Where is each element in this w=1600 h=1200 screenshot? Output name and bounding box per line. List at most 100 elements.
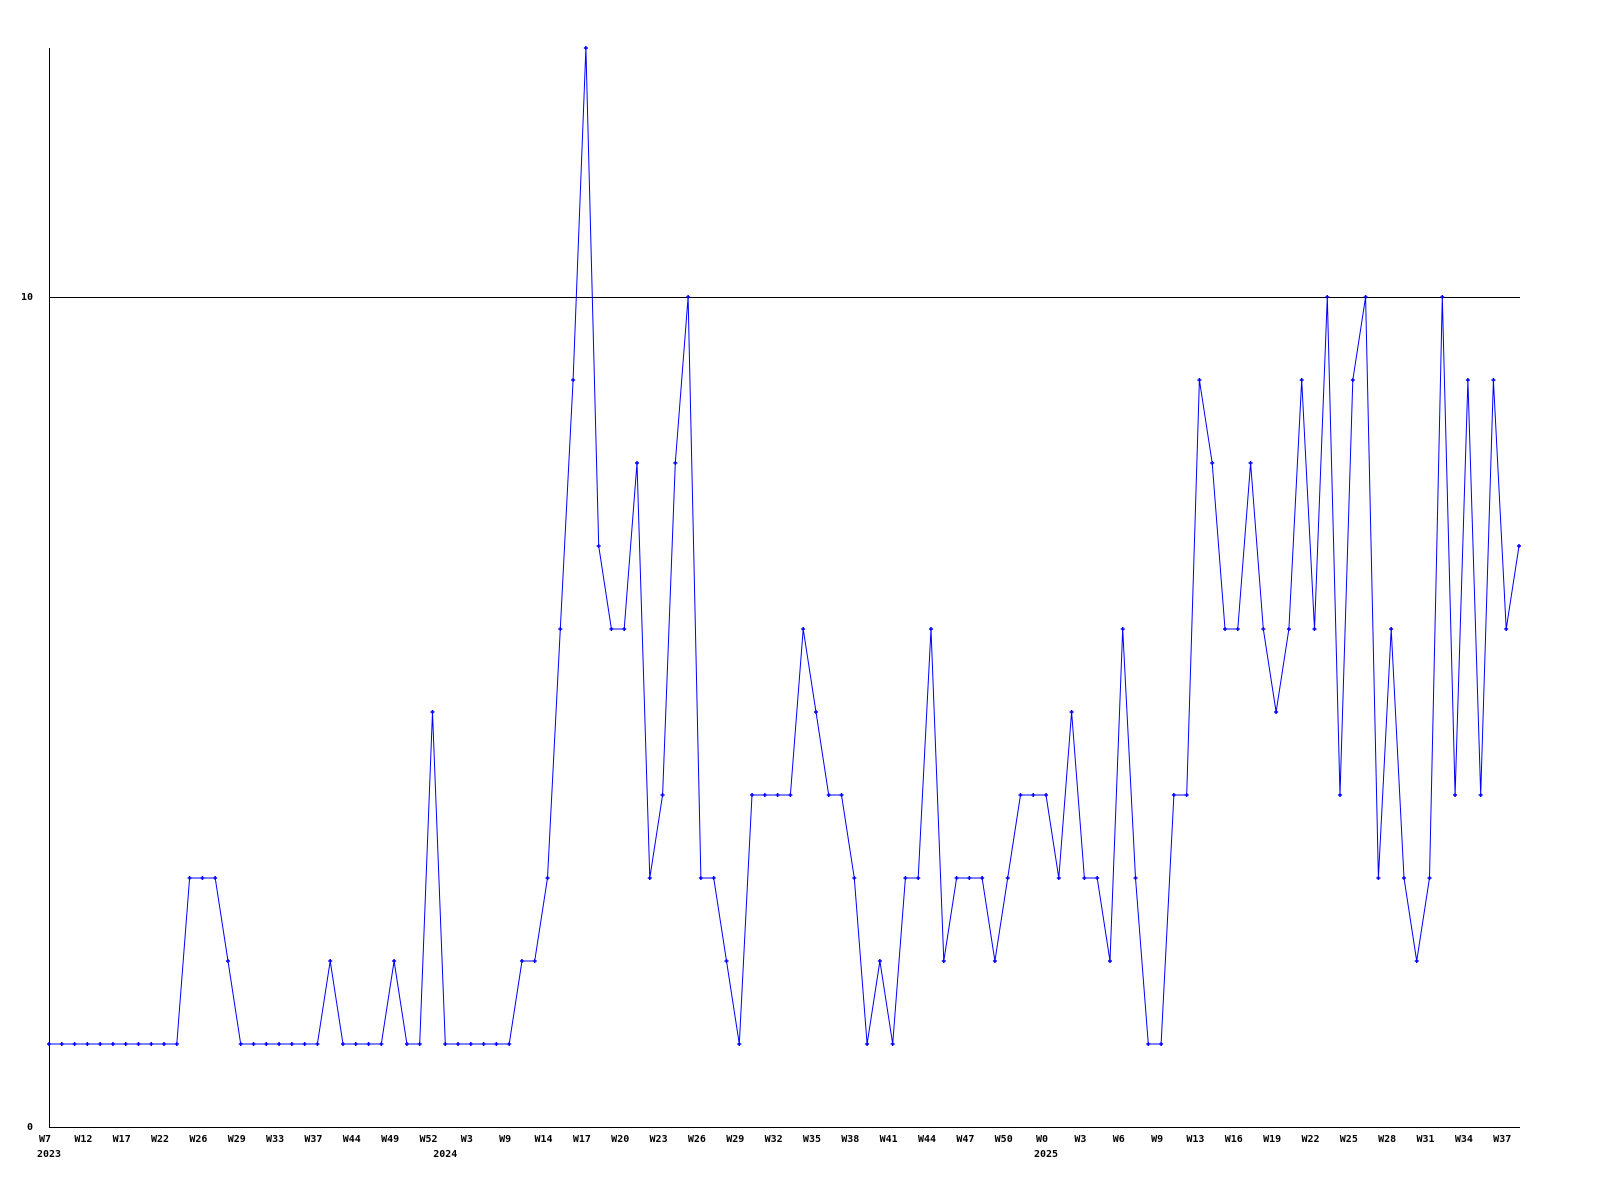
x-tick-label: W28 xyxy=(1378,1134,1396,1145)
data-point xyxy=(238,1042,243,1046)
x-tick-label: W19 xyxy=(1263,1134,1281,1145)
data-point xyxy=(1517,544,1521,548)
data-point xyxy=(1389,627,1394,631)
data-point xyxy=(622,627,627,631)
data-point xyxy=(660,793,665,797)
data-point xyxy=(213,876,218,880)
data-point xyxy=(1504,627,1509,631)
data-point xyxy=(136,1042,141,1046)
data-point xyxy=(545,876,550,880)
data-point xyxy=(417,1042,422,1046)
x-tick-label: W16 xyxy=(1225,1134,1243,1145)
x-tick-label: W32 xyxy=(765,1134,783,1145)
data-point xyxy=(494,1042,499,1046)
data-point xyxy=(1235,627,1240,631)
data-point xyxy=(1120,627,1125,631)
data-point xyxy=(532,959,537,963)
data-point xyxy=(1325,295,1330,299)
data-point xyxy=(852,876,857,880)
data-point xyxy=(1427,876,1432,880)
data-point xyxy=(1171,793,1176,797)
data-point xyxy=(698,876,703,880)
x-tick-label: W3 xyxy=(1074,1134,1086,1145)
data-point xyxy=(341,1042,345,1046)
data-point xyxy=(826,793,831,797)
year-label: 2023 xyxy=(37,1149,61,1160)
data-point xyxy=(225,959,230,963)
data-point xyxy=(1465,378,1470,382)
data-point xyxy=(404,1042,409,1046)
y-tick-label: 10 xyxy=(21,292,33,303)
data-point xyxy=(1299,378,1304,382)
data-point xyxy=(110,1042,115,1046)
data-point xyxy=(1107,959,1112,963)
data-point xyxy=(1056,876,1061,880)
data-point xyxy=(315,1042,320,1046)
data-point xyxy=(1363,295,1368,299)
x-tick-label: W37 xyxy=(304,1134,322,1145)
data-point xyxy=(507,1042,512,1046)
data-point xyxy=(379,1042,384,1046)
data-point xyxy=(737,1042,742,1046)
data-point xyxy=(98,1042,103,1046)
x-tick-label: W22 xyxy=(1301,1134,1319,1145)
data-point xyxy=(1453,793,1458,797)
data-point xyxy=(456,1042,461,1046)
data-point xyxy=(1159,1042,1164,1046)
x-tick-label: W13 xyxy=(1186,1134,1204,1145)
x-tick-label: W33 xyxy=(266,1134,284,1145)
data-point xyxy=(647,876,652,880)
data-point xyxy=(750,793,755,797)
data-point xyxy=(967,876,972,880)
x-tick-label: W6 xyxy=(1113,1134,1125,1145)
data-point xyxy=(635,461,639,465)
x-tick-label: W9 xyxy=(499,1134,511,1145)
x-tick-label: W50 xyxy=(995,1134,1013,1145)
data-point xyxy=(992,959,997,963)
data-point xyxy=(865,1042,870,1046)
year-label: 2025 xyxy=(1034,1149,1058,1160)
data-point xyxy=(1274,710,1279,714)
data-point xyxy=(1338,793,1343,797)
data-point xyxy=(1018,793,1023,797)
x-tick-label: W0 xyxy=(1036,1134,1048,1145)
x-tick-label: W17 xyxy=(573,1134,591,1145)
x-tick-label: W7 xyxy=(39,1134,51,1145)
data-point xyxy=(264,1042,269,1046)
data-point xyxy=(1082,876,1087,880)
x-tick-label: W35 xyxy=(803,1134,821,1145)
data-point xyxy=(877,959,882,963)
data-point xyxy=(174,1042,179,1046)
x-tick-label: W17 xyxy=(113,1134,131,1145)
data-point xyxy=(762,793,767,797)
x-tick-label: W37 xyxy=(1493,1134,1511,1145)
x-tick-labels: W7 W12 W17 W22 W26 W29 W33 W37 W44 W49 W52 W3 W9 W14 W… xyxy=(39,1134,1511,1145)
y-tick-label: 0 xyxy=(27,1122,33,1133)
x-tick-label: W29 xyxy=(228,1134,246,1145)
x-tick-label: W38 xyxy=(841,1134,859,1145)
data-point xyxy=(609,627,614,631)
data-point xyxy=(673,461,678,465)
data-point xyxy=(903,876,908,880)
data-point xyxy=(558,627,563,631)
data-point xyxy=(1312,627,1317,631)
x-tick-label: W44 xyxy=(918,1134,936,1145)
x-tick-label: W3 xyxy=(461,1134,473,1145)
data-point xyxy=(1069,710,1074,714)
data-point xyxy=(277,1042,282,1046)
data-point xyxy=(711,876,716,880)
data-point xyxy=(1440,295,1445,299)
data-point xyxy=(1491,378,1496,382)
data-point xyxy=(1005,876,1010,880)
data-point xyxy=(1184,793,1189,797)
data-point xyxy=(916,876,921,880)
data-point xyxy=(72,1042,77,1046)
data-point xyxy=(123,1042,128,1046)
data-point xyxy=(583,46,588,50)
x-tick-label: W12 xyxy=(74,1134,92,1145)
data-point xyxy=(1401,876,1406,880)
data-point xyxy=(1223,627,1227,631)
x-tick-label: W41 xyxy=(880,1134,898,1145)
data-point xyxy=(941,959,946,963)
